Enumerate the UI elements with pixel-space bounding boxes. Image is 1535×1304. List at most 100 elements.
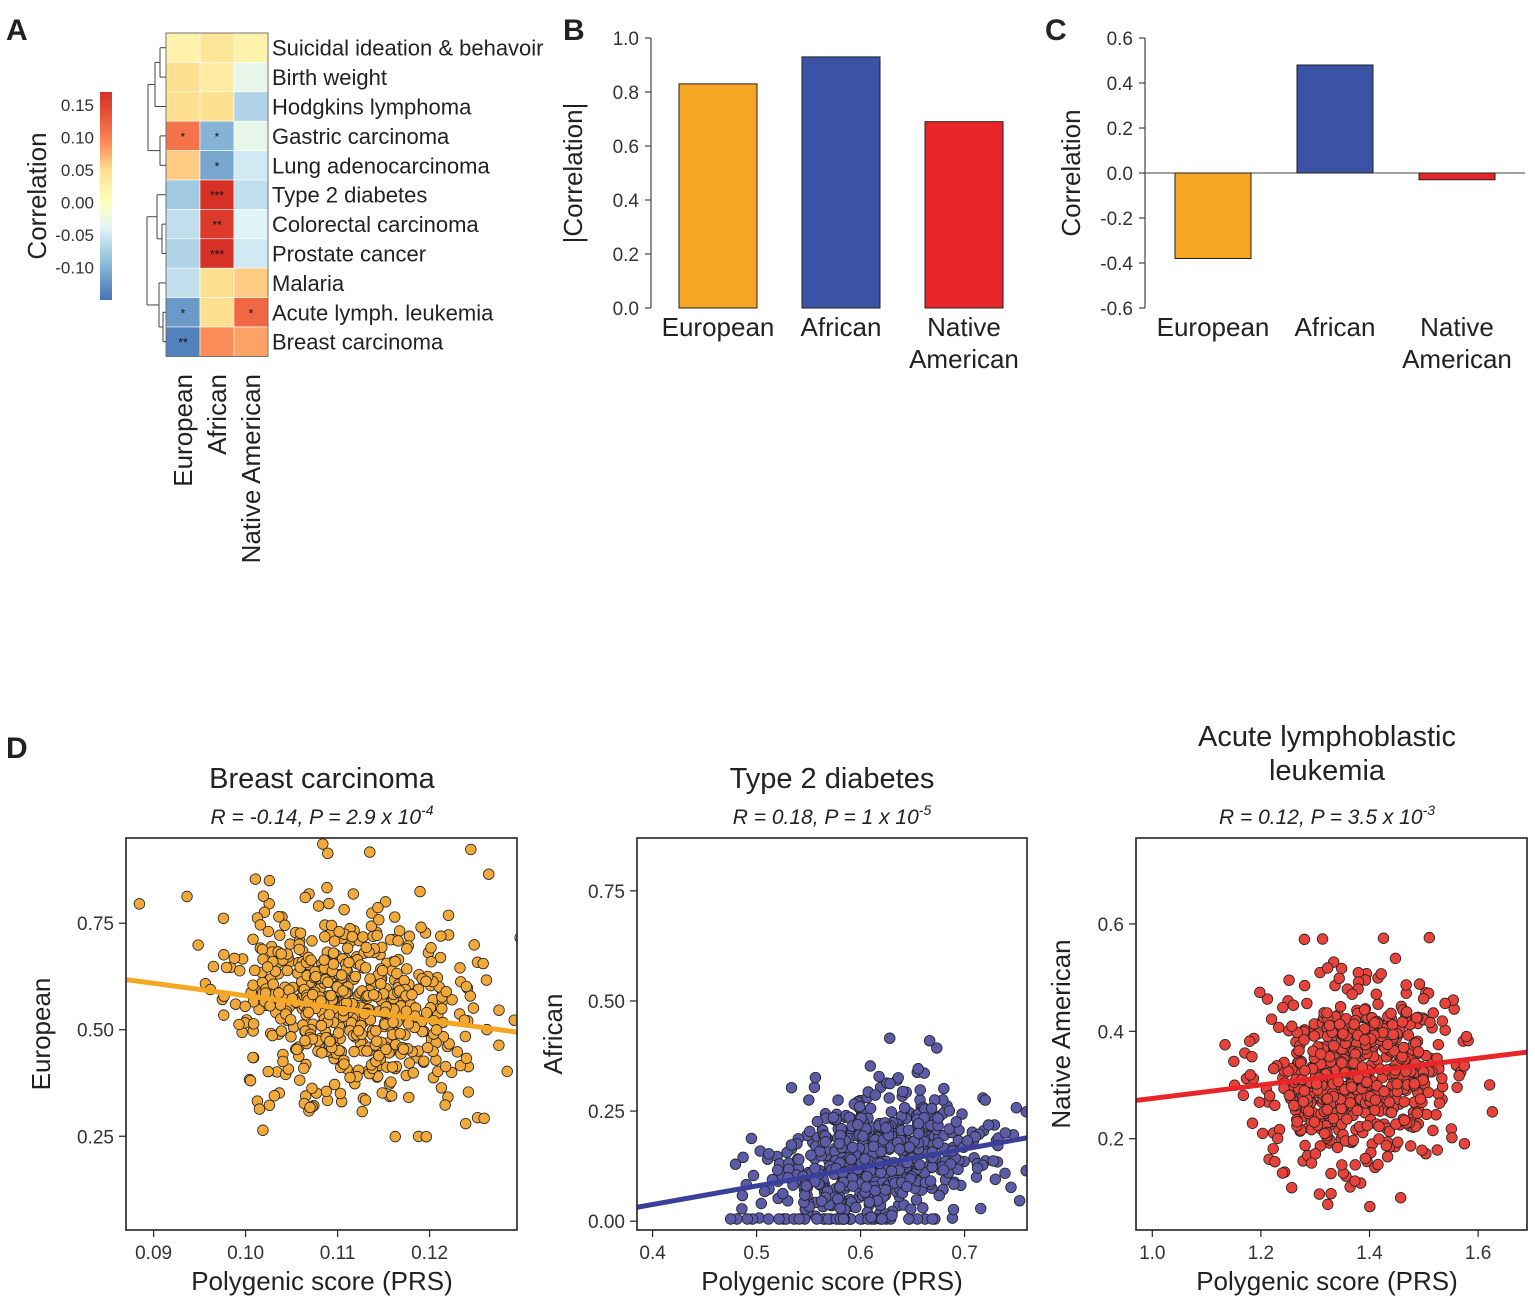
heatmap-cell [165, 32, 201, 63]
category-label: American [909, 344, 1019, 374]
scatter-point [1269, 1099, 1281, 1112]
scatter-point [435, 930, 447, 942]
scatter-points [724, 1032, 1027, 1225]
scatter-point [1405, 1140, 1417, 1152]
scatter-point [943, 1123, 955, 1135]
scatter-point [865, 1211, 877, 1223]
scatter-point [1380, 1139, 1393, 1152]
scatter-point [1391, 1078, 1403, 1090]
heatmap-cell [199, 62, 235, 93]
scatter-point [321, 881, 333, 894]
scatter-point [846, 1141, 859, 1154]
scatter-point [1348, 1018, 1360, 1030]
scatter-point [903, 1141, 916, 1153]
scatter-point [393, 925, 406, 937]
scatter-point [1381, 1038, 1394, 1051]
scatter-point [192, 939, 204, 951]
scatter-point [975, 1202, 987, 1215]
scatter-point [875, 1166, 887, 1179]
scatter-point [1336, 1057, 1348, 1069]
scatter-point [729, 1158, 742, 1170]
scatter-point [1423, 931, 1436, 944]
heatmap-cell [233, 179, 269, 210]
scatter-point [1321, 1007, 1333, 1019]
scatter-point [1431, 1144, 1443, 1156]
scatter-point [1370, 988, 1382, 1000]
scatter-point [1400, 979, 1412, 991]
scatter-point [306, 1082, 318, 1094]
scatter-point [253, 1103, 266, 1115]
scatter-point [338, 1058, 350, 1070]
scatter-point [793, 1153, 805, 1166]
scatter-point [293, 943, 305, 956]
scatter-point [1325, 1187, 1337, 1200]
scatter-point [275, 948, 287, 960]
scatter-point [306, 988, 319, 1001]
scatter-point [261, 961, 274, 973]
plot-frame [636, 837, 1028, 1231]
scatter-point [1325, 1167, 1337, 1180]
scatter-point [1333, 972, 1345, 985]
scatter-point [294, 927, 307, 939]
panel-d-letter: D [6, 732, 28, 765]
scatter-point [1308, 1116, 1321, 1128]
scatter-point [867, 1140, 880, 1153]
heatmap-cell [199, 150, 235, 181]
scatter-point [376, 1087, 389, 1099]
scatter-point [912, 1127, 925, 1140]
scatter-point [914, 1084, 926, 1096]
category-label: European [1157, 312, 1270, 342]
scatter-point [1411, 1107, 1423, 1119]
panel-c-letter: C [1045, 14, 1067, 47]
plot-frame [1135, 837, 1528, 1231]
scatter-point [394, 1027, 406, 1040]
scatter-point [1298, 933, 1311, 946]
row-label-suicidal-ideation-behavoir: Suicidal ideation & behavoir [272, 36, 544, 61]
scatter-point [1349, 1159, 1361, 1171]
scatter-point [925, 1102, 938, 1115]
heatmap-cell [165, 267, 201, 298]
bar-native-american [924, 121, 1004, 309]
scatter-point [880, 1122, 892, 1134]
scatter-point [1372, 1158, 1384, 1171]
scatter-point [931, 1042, 943, 1054]
scatter-point [1436, 1015, 1449, 1027]
scatter-point [1483, 1079, 1496, 1091]
scatter-point [357, 931, 369, 943]
scatter-point [264, 1000, 276, 1012]
scatter-point [1436, 1072, 1448, 1084]
scatter-point [312, 900, 325, 912]
scatter-point [1246, 1050, 1258, 1063]
scatter-point [1261, 993, 1274, 1005]
heatmap-cell [233, 297, 269, 328]
scatter-point [407, 1067, 419, 1079]
scatter-point [493, 1004, 505, 1016]
scatter-point [1219, 1039, 1231, 1051]
scatter-point [912, 1117, 925, 1130]
scatter-point [285, 1013, 297, 1026]
scatter-point [370, 1025, 382, 1037]
x-axis-label: Polygenic score (PRS) [191, 1266, 453, 1296]
scatter-point [352, 1025, 365, 1037]
scatter-point [403, 1091, 415, 1104]
category-label: African [801, 312, 882, 342]
scatter-point [1283, 974, 1295, 986]
scatter-point [344, 1071, 356, 1084]
scatter-point [834, 1202, 847, 1215]
x-tick-label: 0.4 [639, 1243, 666, 1264]
row-label-acute-lymph-leukemia: Acute lymph. leukemia [272, 300, 494, 325]
scatter-point [1383, 1096, 1395, 1108]
scatter-point [785, 1139, 798, 1151]
scatter-point [755, 1197, 768, 1210]
scatter-point [356, 1105, 368, 1118]
colorbar-label: Correlation [22, 132, 52, 259]
y-tick-label: 1.0 [613, 29, 639, 50]
heatmap-grid: * *********** *** [165, 32, 269, 357]
scatter-point [477, 957, 489, 970]
scatter-point [262, 925, 275, 938]
scatter-point [1344, 1097, 1356, 1109]
scatter-point [379, 896, 392, 908]
x-tick-label: 1.0 [1139, 1243, 1165, 1264]
